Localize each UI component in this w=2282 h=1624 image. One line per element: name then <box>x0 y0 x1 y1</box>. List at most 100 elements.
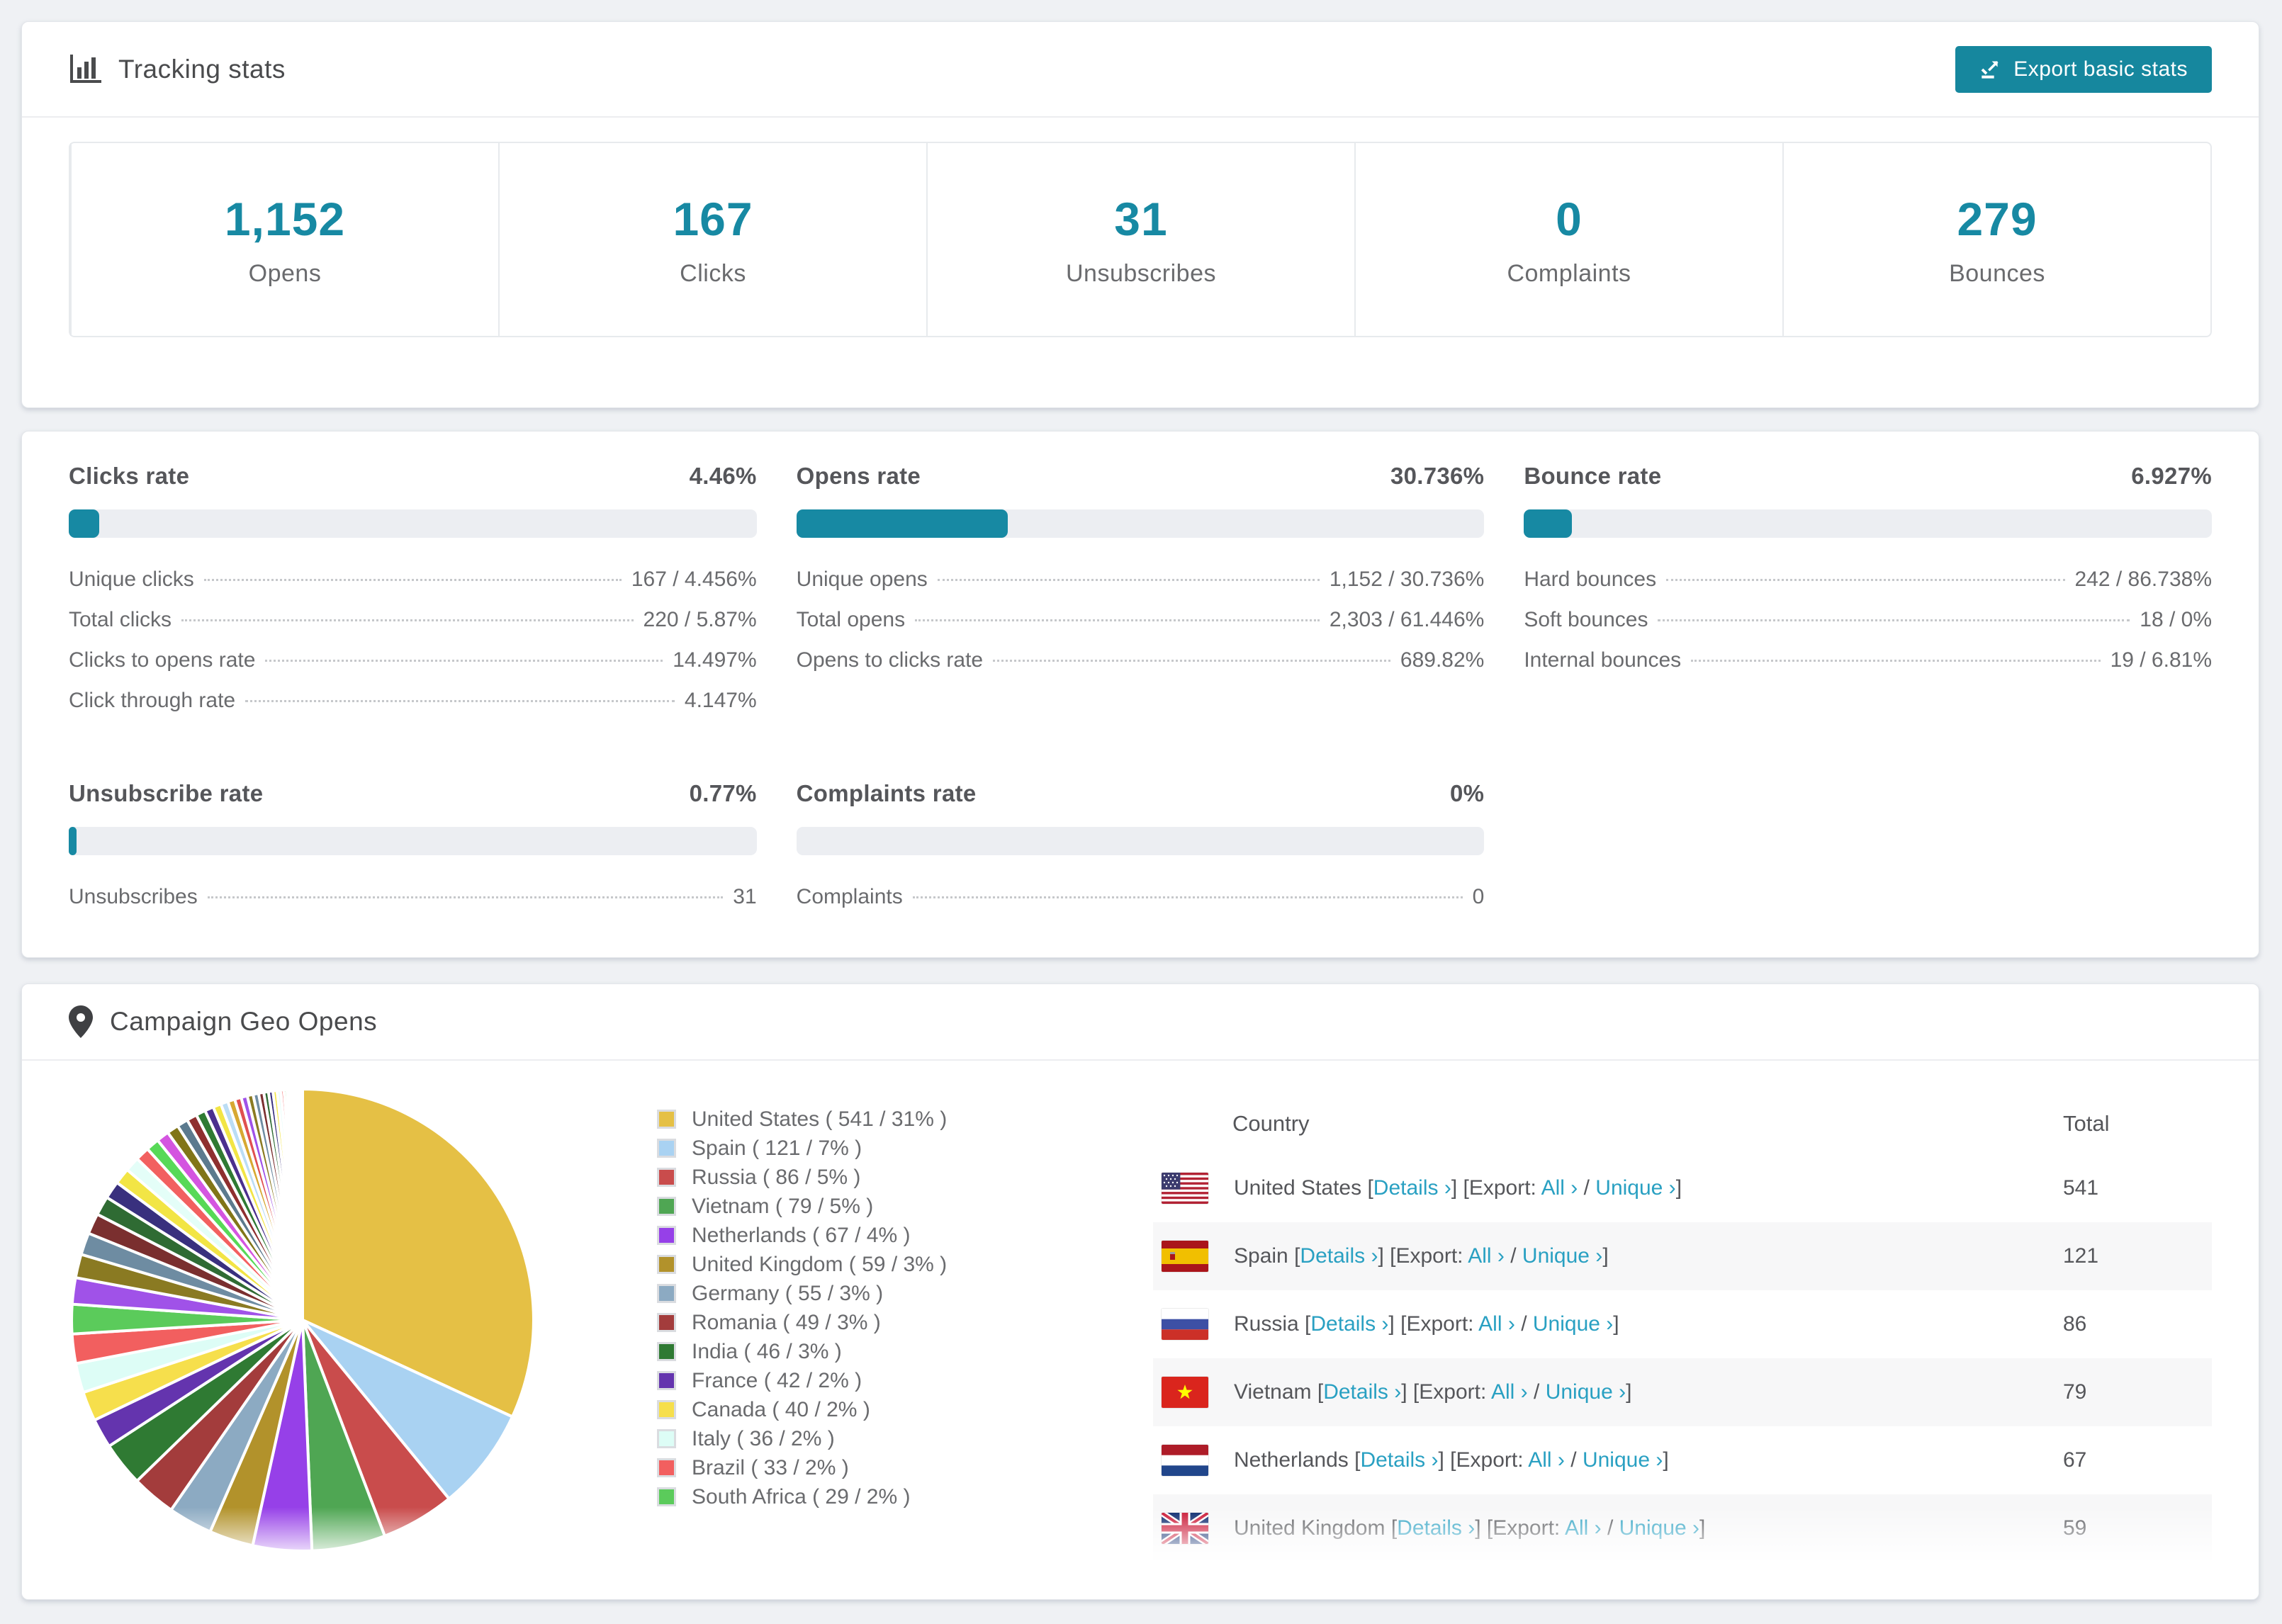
country-name: United States <box>1234 1176 1362 1200</box>
dotted-leader <box>912 896 1463 898</box>
export-unique-link[interactable]: Unique › <box>1545 1380 1626 1404</box>
country-flag-icon <box>1162 1513 1208 1544</box>
legend-label: United States ( 541 / 31% ) <box>692 1107 948 1131</box>
geo-pie-wrap <box>69 1061 657 1557</box>
export-unique-link[interactable]: Unique › <box>1532 1312 1614 1336</box>
stat-value: 279 <box>1957 192 2038 245</box>
country-name: Vietnam <box>1234 1380 1312 1404</box>
bracket: [ <box>1327 1584 1334 1600</box>
stat-label: Unsubscribes <box>1066 259 1216 287</box>
legend-color-swatch <box>657 1255 676 1274</box>
dotted-leader <box>993 660 1390 662</box>
export-all-link[interactable]: All › <box>1490 1380 1528 1404</box>
geo-header: Campaign Geo Opens <box>22 984 2259 1061</box>
export-basic-stats-label: Export basic stats <box>2013 57 2188 81</box>
geo-country-cell: United Kingdom [Details ›] [Export: All … <box>1153 1513 2063 1544</box>
rate-detail-value: 14.497% <box>673 648 757 672</box>
export-prefix: [Export: <box>1486 1516 1561 1540</box>
export-prefix: [Export: <box>1390 1244 1463 1268</box>
rate-progress-fill <box>69 509 100 538</box>
details-link[interactable]: Details › <box>1360 1448 1439 1472</box>
legend-item: United States ( 541 / 31% ) <box>657 1105 1153 1134</box>
legend-label: Russia ( 86 / 5% ) <box>692 1165 861 1189</box>
bracket: ] <box>1401 1380 1407 1404</box>
details-link[interactable]: Details › <box>1333 1584 1412 1600</box>
export-prefix: [Export: <box>1400 1312 1474 1336</box>
export-unique-link[interactable]: Unique › <box>1582 1448 1663 1472</box>
details-link[interactable]: Details › <box>1300 1244 1378 1268</box>
slash-separator: / <box>1534 1380 1540 1404</box>
rate-detail-label: Opens to clicks rate <box>796 648 984 672</box>
bracket: ] <box>1378 1244 1384 1268</box>
rates-card: Clicks rate 4.46% Unique clicks 167 / 4.… <box>21 431 2259 958</box>
details-link[interactable]: Details › <box>1373 1176 1451 1200</box>
export-unique-link[interactable]: Unique › <box>1522 1244 1603 1268</box>
geo-country-cell: Germany [Details ›] [Export: All › / Uni… <box>1153 1581 2063 1600</box>
export-all-link[interactable]: All › <box>1564 1516 1602 1540</box>
rate-detail-rows: Unsubscribes 31 <box>69 885 757 925</box>
slash-separator: / <box>1583 1176 1590 1200</box>
rate-detail-label: Unique opens <box>796 568 928 591</box>
rate-detail-rows: Complaints 0 <box>797 885 1485 925</box>
bracket: [ <box>1354 1448 1361 1472</box>
export-unique-link[interactable]: Unique › <box>1555 1584 1636 1600</box>
rate-detail-row: Soft bounces 18 / 0% <box>1524 608 2212 648</box>
rate-detail-row: Total clicks 220 / 5.87% <box>69 608 757 648</box>
rate-detail-row: Unique opens 1,152 / 30.736% <box>797 568 1485 608</box>
dotted-leader <box>207 896 724 898</box>
rate-title: Clicks rate <box>69 463 190 489</box>
country-links: United States [Details ›] [Export: All ›… <box>1234 1176 1682 1200</box>
rate-value: 0.77% <box>689 780 757 806</box>
bracket: ] <box>1388 1312 1395 1336</box>
rate-detail-row: Complaints 0 <box>797 885 1485 925</box>
rate-column: Opens rate 30.736% Unique opens 1,152 / … <box>796 463 1485 729</box>
slash-separator: / <box>1510 1244 1517 1268</box>
export-icon <box>1981 60 1999 79</box>
legend-color-swatch <box>657 1429 676 1448</box>
export-basic-stats-button[interactable]: Export basic stats <box>1955 45 2212 93</box>
details-link[interactable]: Details › <box>1310 1312 1389 1336</box>
dotted-leader <box>245 700 675 702</box>
export-all-link[interactable]: All › <box>1478 1312 1515 1336</box>
legend-label: Spain ( 121 / 7% ) <box>692 1136 862 1160</box>
geo-country-cell: Netherlands [Details ›] [Export: All › /… <box>1153 1445 2063 1476</box>
bar-chart-icon <box>70 54 101 83</box>
country-links: Netherlands [Details ›] [Export: All › /… <box>1234 1448 1669 1472</box>
country-links: Russia [Details ›] [Export: All › / Uniq… <box>1234 1312 1619 1336</box>
legend-color-swatch <box>657 1110 676 1129</box>
export-unique-link[interactable]: Unique › <box>1595 1176 1676 1200</box>
rate-column: Unsubscribe rate 0.77% Unsubscribes 31 <box>69 780 757 925</box>
stat-label: Complaints <box>1507 259 1631 287</box>
rate-detail-label: Click through rate <box>69 689 236 712</box>
rate-column: Bounce rate 6.927% Hard bounces 242 / 86… <box>1524 463 2212 729</box>
rate-detail-value: 0 <box>1472 885 1485 908</box>
details-link[interactable]: Details › <box>1323 1380 1402 1404</box>
geo-title-group: Campaign Geo Opens <box>69 1005 377 1038</box>
dotted-leader <box>265 660 663 662</box>
rate-header: Unsubscribe rate 0.77% <box>69 780 757 807</box>
campaign-geo-opens-card: Campaign Geo Opens United States ( 541 /… <box>21 983 2259 1600</box>
stat-cell: 0 Complaints <box>1354 143 1782 336</box>
details-link[interactable]: Details › <box>1397 1516 1476 1540</box>
export-unique-link[interactable]: Unique › <box>1619 1516 1700 1540</box>
export-prefix: [Export: <box>1450 1448 1524 1472</box>
legend-item: France ( 42 / 2% ) <box>657 1366 1153 1395</box>
bracket: ] <box>1699 1516 1706 1540</box>
rate-detail-label: Total opens <box>796 608 906 631</box>
country-name: Germany <box>1234 1584 1322 1600</box>
export-all-link[interactable]: All › <box>1528 1448 1565 1472</box>
rate-detail-row: Clicks to opens rate 14.497% <box>69 648 757 689</box>
legend-item: Romania ( 49 / 3% ) <box>657 1308 1153 1337</box>
export-all-link[interactable]: All › <box>1541 1176 1578 1200</box>
bracket: ] <box>1451 1176 1458 1200</box>
rate-detail-label: Total clicks <box>69 608 172 631</box>
export-all-link[interactable]: All › <box>1500 1584 1538 1600</box>
stat-label: Clicks <box>680 259 746 287</box>
rate-detail-label: Complaints <box>796 885 903 908</box>
rate-title: Opens rate <box>796 463 921 489</box>
rate-detail-value: 167 / 4.456% <box>631 568 757 591</box>
rate-detail-label: Clicks to opens rate <box>69 648 256 672</box>
rate-progress-track <box>1524 509 2212 538</box>
export-all-link[interactable]: All › <box>1468 1244 1505 1268</box>
legend-color-swatch <box>657 1226 676 1245</box>
